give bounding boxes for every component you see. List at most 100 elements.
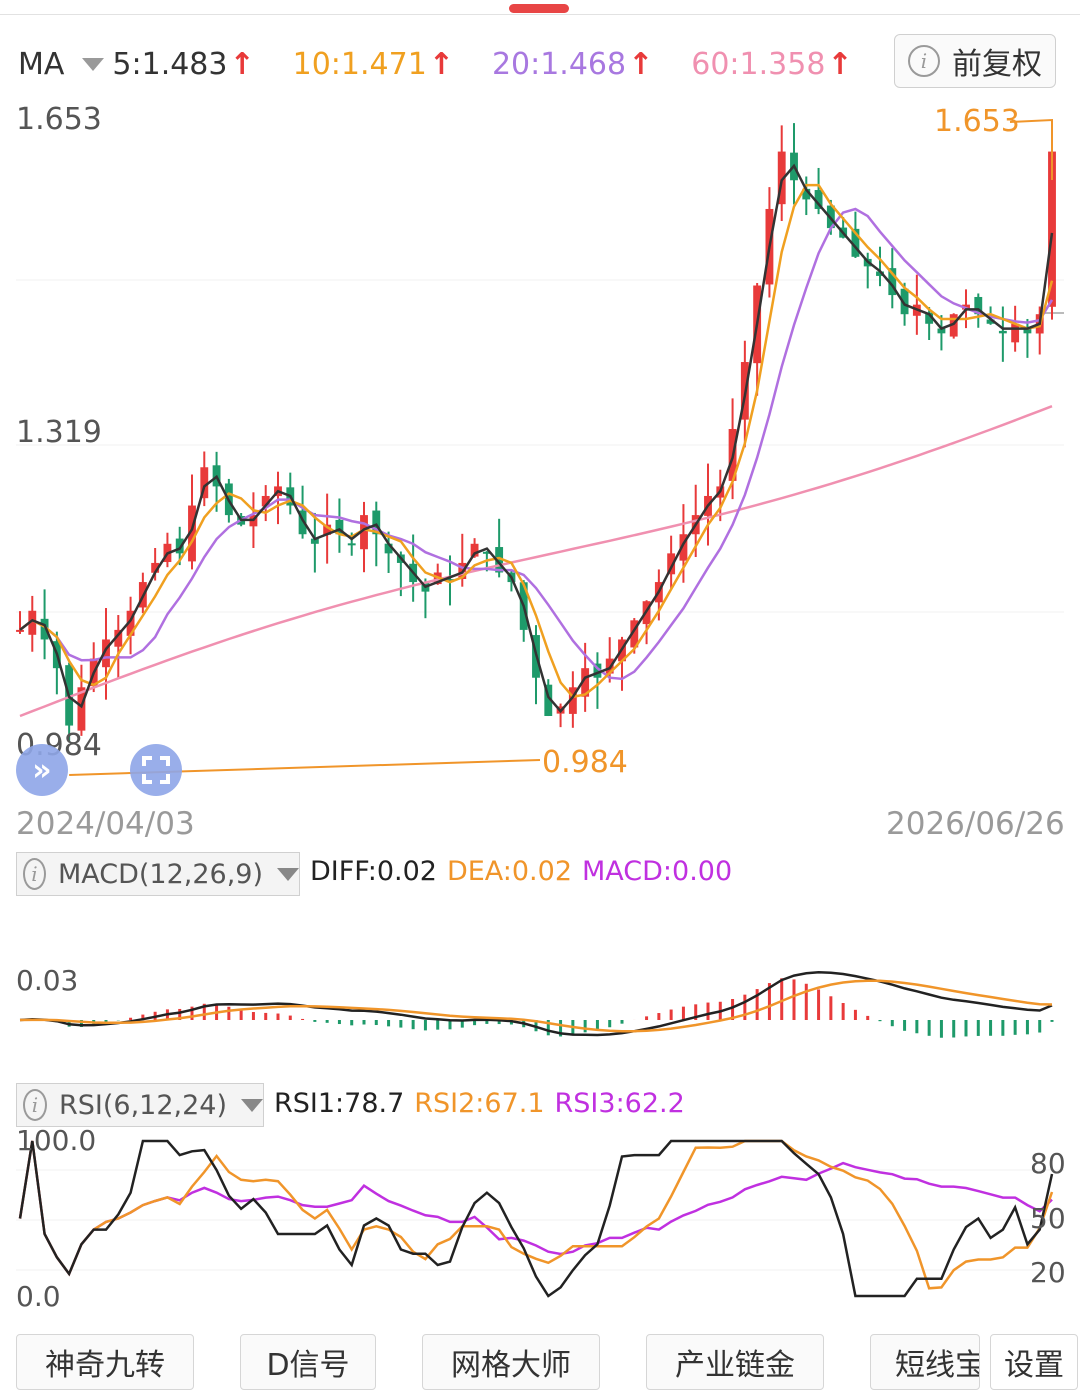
tab-settings[interactable]: 设置 [990,1334,1078,1390]
ma10-line [19,183,1054,699]
candle-body [188,505,196,562]
ma60-line [19,405,1053,718]
macd-values: DIFF:0.02 DEA:0.02 MACD:0.00 [310,856,742,887]
start-date: 2024/04/03 [16,806,195,842]
tab-grid-master[interactable]: 网格大师 [422,1334,600,1390]
rsi-level-50: 50 [1030,1202,1066,1235]
double-chevron-right-icon: » [32,752,52,788]
candle-body [1023,326,1032,334]
candle-body [876,271,884,276]
ma-label[interactable]: MA [18,46,65,82]
candle-body [802,188,811,200]
macd-dea-line [19,979,1053,1033]
drag-handle[interactable] [509,4,569,13]
candle-body [310,538,319,544]
chart-canvas: 1.653 0.984 [16,104,1064,1298]
rsi-lines [18,1139,1054,1298]
candle-body [298,510,307,535]
candle-body [384,543,393,554]
ma20-value: 20:1.468↑ [491,46,654,82]
ma-lines [19,163,1054,718]
candle-body [925,312,934,324]
rsi2-line [18,1139,1054,1290]
macd-label: MACD(12,26,9) [57,858,263,890]
up-arrow-icon: ↑ [628,46,654,82]
candle-body [581,668,590,697]
rsi3-value: RSI3:62.2 [554,1088,685,1119]
tab-industry-chain[interactable]: 产业链金 [646,1334,824,1390]
macd-lines [19,971,1053,1037]
candle-body [335,519,344,535]
candle-body [470,543,479,557]
rsi-axis-top: 100.0 [16,1124,97,1157]
ma60-value: 60:1.358↑ [691,46,853,82]
macd-axis-label: 0.03 [16,964,79,997]
candle-body [851,228,860,257]
candle-body [974,296,983,315]
rsi-selector[interactable]: i RSI(6,12,24) [16,1083,264,1127]
tab-magic-nine[interactable]: 神奇九转 [16,1334,194,1390]
high-annotation: 1.653 [934,104,1020,139]
candle-body [495,547,504,573]
candle-body [814,190,823,209]
candle-body [323,524,332,535]
ma20-line [19,207,1054,681]
candle-body [568,687,577,714]
rsi-level-80: 80 [1030,1147,1066,1180]
candle-body [102,639,110,668]
rsi-values: RSI1:78.7 RSI2:67.1 RSI3:62.2 [274,1088,695,1119]
macd-selector[interactable]: i MACD(12,26,9) [16,852,300,896]
price-axis-mid: 1.319 [16,415,102,450]
macd-diff-value: DIFF:0.02 [310,856,437,887]
ma10-value: 10:1.471↑ [292,46,454,82]
candle-body [630,620,639,648]
candle-body [28,610,37,635]
rsi3-line [18,1140,1053,1277]
low-annotation: 0.984 [542,745,628,780]
price-axis-top: 1.653 [16,102,102,137]
tab-d-signal[interactable]: D信号 [240,1334,376,1390]
price-annotations: 1.653 0.984 [69,104,1053,780]
up-arrow-icon: ↑ [827,46,853,82]
candle-body [482,551,491,554]
rsi-axis-bottom: 0.0 [16,1280,61,1313]
top-divider [0,14,1080,15]
candle-body [151,562,160,573]
high-leader-line [1009,118,1053,180]
info-icon: i [908,45,940,77]
candle-body [777,151,786,205]
candle-body [446,579,454,583]
candle-body [372,510,381,535]
candle-body [593,663,602,678]
tab-short-line[interactable]: 短线宝 [870,1334,980,1390]
candle-body [544,684,553,716]
price-adjust-button[interactable]: i 前复权 [894,34,1056,88]
candle-body [261,495,270,507]
candle-body [126,610,135,636]
candle-body [949,314,958,337]
candle-body [347,543,356,546]
candle-body [1011,323,1020,343]
fullscreen-icon [142,756,170,784]
expand-panel-button[interactable]: » [16,744,68,796]
ma5-value: 5:1.483↑ [112,46,255,82]
candle-body [360,515,368,550]
fullscreen-button[interactable] [130,744,182,796]
candle-body [114,629,123,647]
candle-body [679,534,688,561]
candle-body [1048,151,1056,307]
candle-body [937,328,946,334]
ma5-line [19,163,1054,714]
candle-body [986,319,995,324]
candle-body [175,538,184,554]
rsi-label: RSI(6,12,24) [59,1089,227,1121]
candle-body [998,330,1007,334]
ma-dropdown-icon[interactable] [82,57,105,71]
macd-dropdown-icon [277,867,299,881]
candle-body [900,288,909,315]
candle-body [40,618,49,640]
macd-dea-value: DEA:0.02 [446,856,572,887]
info-icon: i [23,858,46,890]
info-icon: i [23,1089,47,1121]
rsi1-line [18,1139,1054,1298]
